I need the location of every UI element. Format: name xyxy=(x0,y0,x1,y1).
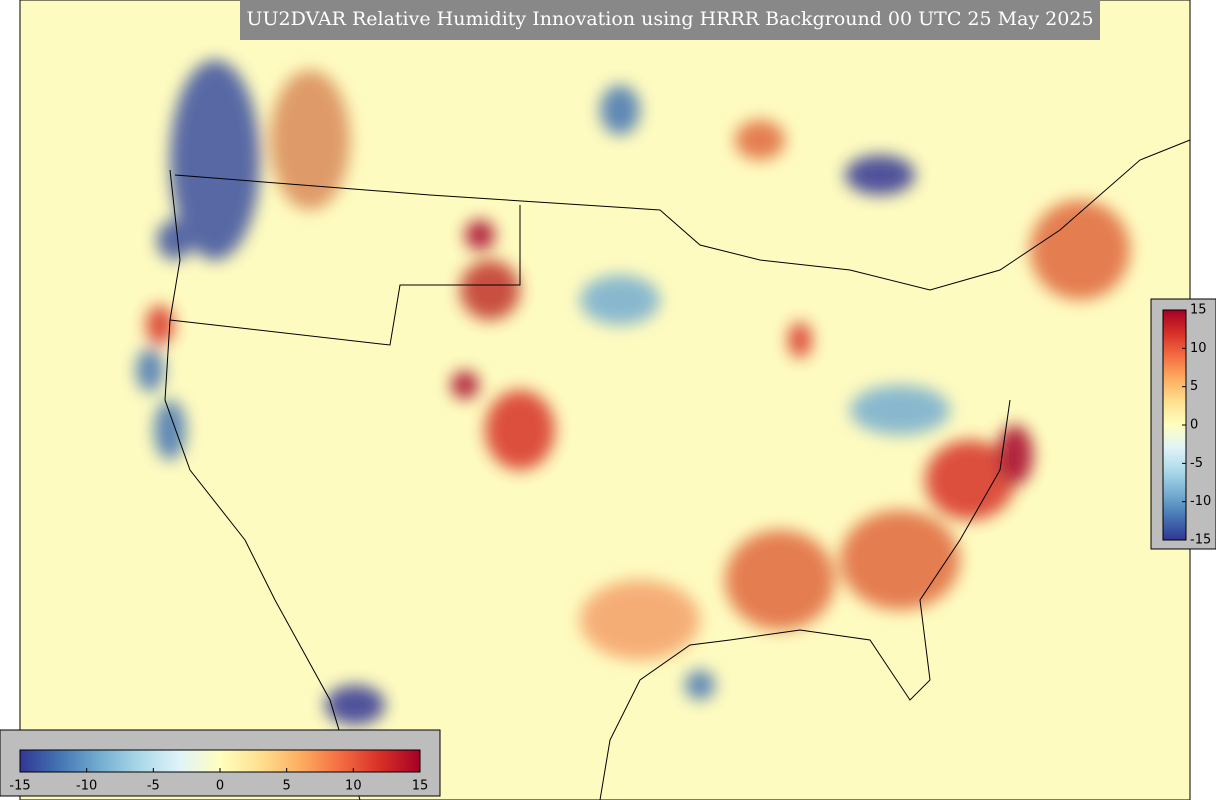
colorbar-tick-label: 10 xyxy=(1190,341,1207,356)
colorbar-tick-label: -10 xyxy=(76,779,97,794)
boundaries xyxy=(164,139,1191,800)
colorbar-tick-label: -5 xyxy=(147,779,160,794)
title-box xyxy=(240,0,1100,40)
colorbar-tick-label: 5 xyxy=(283,779,291,794)
colorbar-tick-label: 15 xyxy=(1190,303,1207,318)
colorbar-tick-label: -5 xyxy=(1190,456,1203,471)
colorbar-tick-label: -10 xyxy=(1190,494,1211,509)
colorbar-tick-label: 15 xyxy=(412,779,429,794)
colorbar-tick-label: 10 xyxy=(345,779,362,794)
title: UU2DVAR Relative Humidity Innovation usi… xyxy=(246,8,1093,30)
colorbar-tick-label: -15 xyxy=(9,779,30,794)
colorbar-tick-label: 0 xyxy=(1190,418,1198,433)
colorbar-tick-label: 5 xyxy=(1190,379,1198,394)
field-blobs xyxy=(136,60,1130,725)
colorbar-tick-label: -15 xyxy=(1190,533,1211,548)
colorbar-tick-label: 0 xyxy=(216,779,224,794)
